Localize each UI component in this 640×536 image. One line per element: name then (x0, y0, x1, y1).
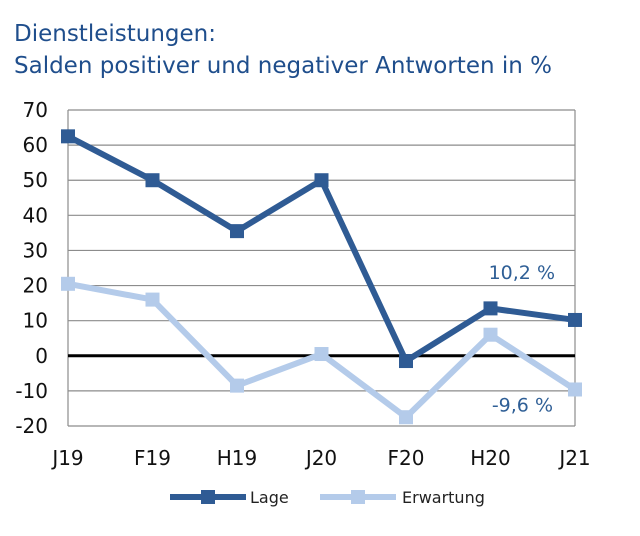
data-point-erwartung (568, 382, 582, 397)
legend-label-lage: Lage (250, 488, 289, 507)
x-tick-label: H20 (470, 446, 511, 470)
legend-label-erwartung: Erwartung (402, 488, 485, 507)
legend-marker-erwartung (351, 490, 365, 504)
y-tick-label: 20 (23, 274, 48, 298)
series-lines (61, 129, 582, 425)
x-tick-label: H19 (217, 446, 258, 470)
legend-marker-lage (201, 490, 215, 504)
x-tick-label: J19 (50, 446, 83, 470)
data-point-lage (399, 354, 413, 369)
chart-subtitle: Salden positiver und negativer Antworten… (14, 53, 552, 79)
x-tick-label: F19 (134, 446, 171, 470)
data-point-erwartung (230, 378, 244, 393)
annotation-erwartung: -9,6 % (492, 394, 553, 416)
data-point-lage (230, 224, 244, 239)
data-point-lage (314, 173, 329, 188)
annotation-lage: 10,2 % (489, 262, 555, 284)
chart-title: Dienstleistungen: (14, 21, 216, 47)
y-tick-label: 50 (23, 168, 48, 192)
y-tick-label: 30 (23, 238, 48, 262)
data-point-erwartung (483, 327, 498, 342)
data-point-lage (483, 301, 498, 316)
y-tick-label: 10 (23, 309, 48, 333)
data-point-erwartung (399, 410, 413, 425)
data-point-lage (145, 173, 160, 188)
legend: Lage Erwartung (170, 488, 485, 507)
chart-title-block: Dienstleistungen: Salden positiver und n… (14, 18, 552, 82)
y-tick-label: 0 (35, 344, 48, 368)
series-line-lage (66, 133, 576, 365)
x-tick-label: F20 (388, 446, 425, 470)
y-tick-label: 60 (23, 133, 48, 157)
data-point-lage (61, 129, 75, 144)
data-point-erwartung (61, 276, 75, 291)
annotations: 10,2 % -9,6 % (489, 262, 555, 417)
y-tick-label: -10 (15, 379, 48, 403)
data-point-lage (568, 312, 582, 327)
x-tick-label: J21 (557, 446, 590, 470)
y-tick-label: 40 (23, 203, 48, 227)
y-tick-label: -20 (15, 414, 48, 438)
data-point-erwartung (314, 347, 329, 362)
x-tick-label: J20 (304, 446, 337, 470)
y-tick-label: 70 (23, 98, 48, 122)
data-point-erwartung (145, 292, 160, 307)
